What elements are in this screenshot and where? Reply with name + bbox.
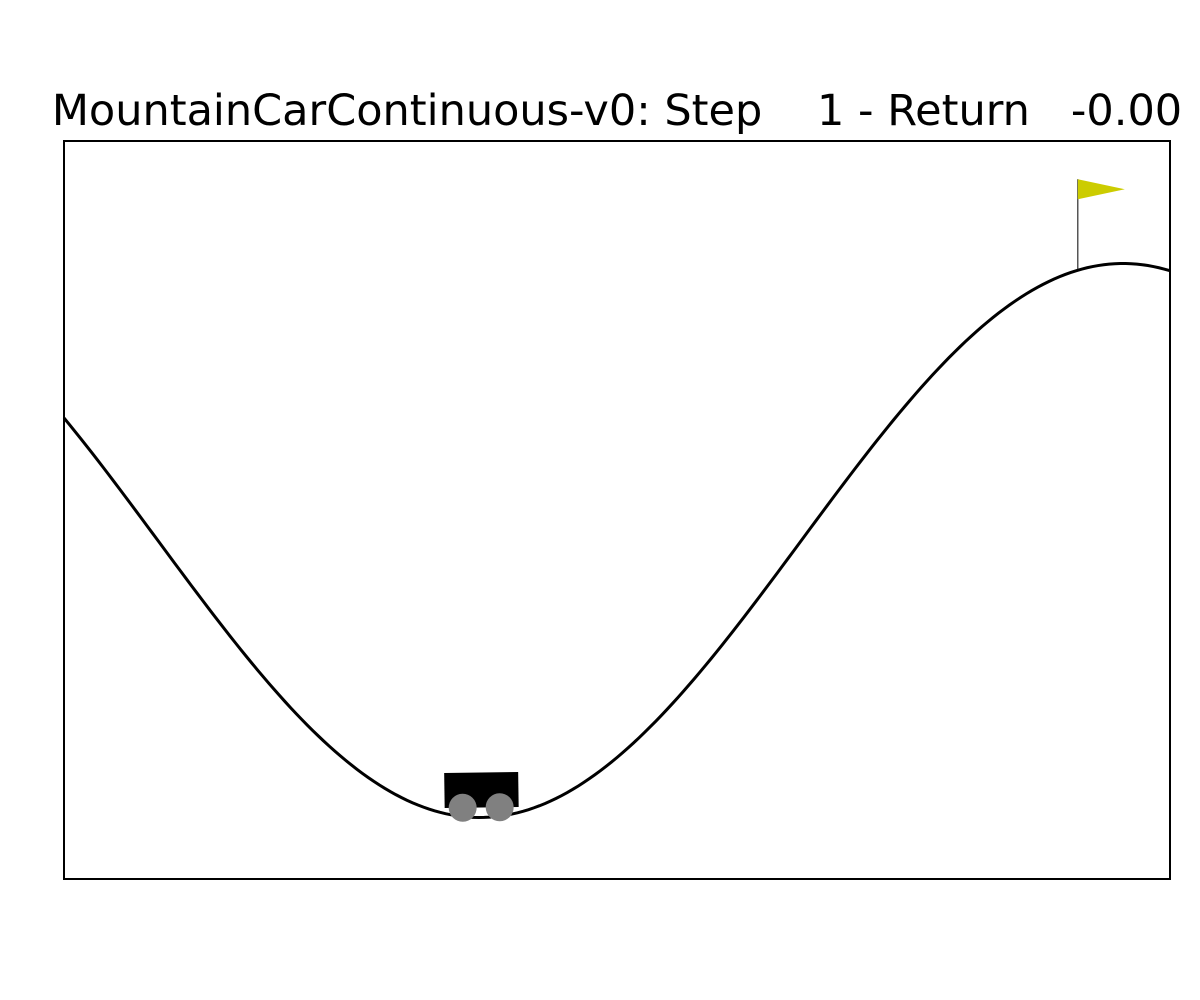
car-wheel-back — [448, 793, 477, 822]
mountain-track — [62, 262, 1171, 820]
car — [444, 771, 519, 822]
step-value: 1 — [816, 86, 845, 136]
car-wheel-front — [485, 793, 514, 822]
frame-title: MountainCarContinuous-v0: Step 1 - Retur… — [51, 86, 1183, 136]
return-value: -0.00 — [1070, 86, 1183, 136]
env-name: MountainCarContinuous-v0 — [51, 86, 637, 136]
return-label: Return — [887, 86, 1030, 136]
plot-frame — [63, 140, 1171, 880]
step-label: Step — [664, 86, 763, 136]
goal-flag — [1077, 179, 1125, 200]
